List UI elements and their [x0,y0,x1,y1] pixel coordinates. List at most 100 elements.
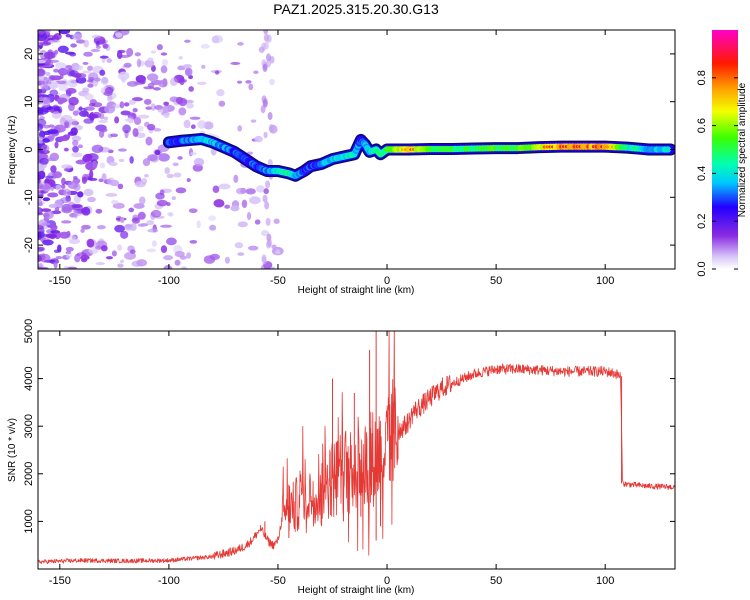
spectrogram-noise-blob [203,121,214,130]
spectrogram-noise-blob [211,35,224,44]
spectrogram-noise-blob [94,77,101,82]
spectrogram-noise-blob [45,30,51,34]
spectrogram-noise-blob [145,106,152,110]
spectrogram-noise-blob [101,76,109,84]
spectrogram-noise-blob [116,50,123,60]
spectrogram-noise-blob [142,158,151,167]
spectrogram-ridge [162,132,675,182]
spectrogram-x-tick-label: 50 [490,275,502,287]
spectrogram-noise-blob [143,173,149,178]
snr-x-tick-label: -50 [270,575,286,587]
spectrogram-noise-blob [260,105,266,114]
spectrogram-noise-blob [160,224,173,228]
spectrogram-noise-blob [61,177,66,186]
spectrogram-noise-blob [77,191,84,198]
spectrogram-noise-blob [45,80,52,85]
spectrogram-noise-blob [38,59,46,64]
spectrogram-noise-blob [72,110,79,116]
spectrogram-noise-blob [72,33,82,41]
spectrogram-noise-blob [72,145,79,153]
spectrogram-noise-blob [61,206,73,214]
spectrogram-noise-blob [212,185,220,193]
spectrogram-noise-blob [50,165,57,173]
spectrogram-noise-blob [38,225,44,230]
spectrogram-noise-blob [41,96,51,104]
spectrogram-noise-blob [92,160,98,169]
colorbar: 0.0 0.2 0.4 0.6 0.8 Normalized spectral ampl… [696,30,748,277]
spectrogram-noise-blob [189,239,198,244]
spectrogram-noise-blob [261,230,269,237]
spectrogram-noise-blob [131,260,143,267]
spectrogram-noise-blob [160,65,168,74]
spectrogram-noise-blob [83,51,93,57]
spectrogram-noise-blob [55,62,67,70]
spectrogram-x-axis-title: Height of straight line (km) [298,285,415,296]
colorbar-tick-label: 0.8 [696,70,708,85]
spectrogram-noise-blob [166,173,174,179]
spectrogram-noise-blob [118,71,130,81]
spectrogram-noise-blob [218,183,231,190]
spectrogram-noise-blob [120,217,125,223]
spectrogram-noise-blob [71,152,83,158]
spectrogram-noise-blob [129,156,134,164]
spectrogram-noise-blob [87,196,96,203]
spectrogram-noise-blob [237,42,244,46]
spectrogram-noise-blob [130,223,137,232]
spectrogram-noise-blob [117,263,124,268]
spectrogram-noise-blob [110,133,118,138]
spectrogram-noise-blob [38,170,46,180]
spectrogram-noise-blob [57,244,62,253]
spectrogram-noise-blob [150,103,156,111]
snr-y-ticks: 1000 2000 3000 4000 5000 [23,319,675,534]
spectrogram-noise-blob [74,253,81,263]
spectrogram-noise-blob [178,55,184,60]
spectrogram-noise-blob [65,33,71,38]
spectrogram-noise-blob [60,114,73,123]
snr-x-tick-label: 100 [596,575,614,587]
spectrogram-noise-blob [108,161,118,167]
spectrogram-noise-blob [154,149,161,156]
spectrogram-noise-blob [189,116,201,120]
spectrogram-noise-blob [82,154,92,163]
spectrogram-noise-blob [38,68,46,77]
spectrogram-noise-blob [143,86,155,90]
spectrogram-noise-blob [86,113,99,119]
spectrogram-noise-blob [40,83,49,90]
spectrogram-noise-blob [59,197,72,204]
spectrogram-noise-blob [61,220,72,224]
spectrogram-noise-blob [64,65,73,70]
spectrogram-noise-blob [88,248,99,254]
spectrogram-noise-blob [241,199,248,209]
spectrogram-noise-blob [114,224,125,233]
spectrogram-noise-blob [125,224,132,228]
spectrogram-noise-blob [55,255,63,260]
spectrogram-noise-blob [150,209,162,218]
spectrogram-noise-blob [203,255,216,264]
spectrogram-noise-blob [115,32,123,38]
snr-x-tick-label: -150 [49,575,71,587]
spectrogram-noise-blob [131,217,141,224]
spectrogram-noise-blob [197,120,207,129]
spectrogram-noise-blob [111,250,117,257]
spectrogram-noise-blob [63,188,71,197]
spectrogram-noise-blob [95,40,100,47]
spectrogram-noise-blob [48,124,55,128]
spectrogram-noise-blob [209,224,217,231]
spectrogram-noise-blob [247,245,259,251]
spectrogram-noise-blob [65,251,73,259]
spectrogram-noise-blob [261,254,267,263]
spectrogram-x-tick-label: -100 [158,275,180,287]
spectrogram-noise-blob [248,83,254,91]
spectrogram-noise-blob [38,212,44,216]
spectrogram-noise-blob [71,72,82,78]
spectrogram-noise-blob [168,212,174,217]
spectrogram-noise-blob [82,70,92,74]
spectrogram-noise-blob [88,103,96,107]
spectrogram-noise-blob [266,34,272,43]
spectrogram-noise-blob [160,245,168,254]
spectrogram-noise-blob [82,87,90,93]
spectrogram-noise-blob [245,188,256,195]
snr-x-tick-label: 0 [384,575,390,587]
snr-x-tick-label: 50 [490,575,502,587]
